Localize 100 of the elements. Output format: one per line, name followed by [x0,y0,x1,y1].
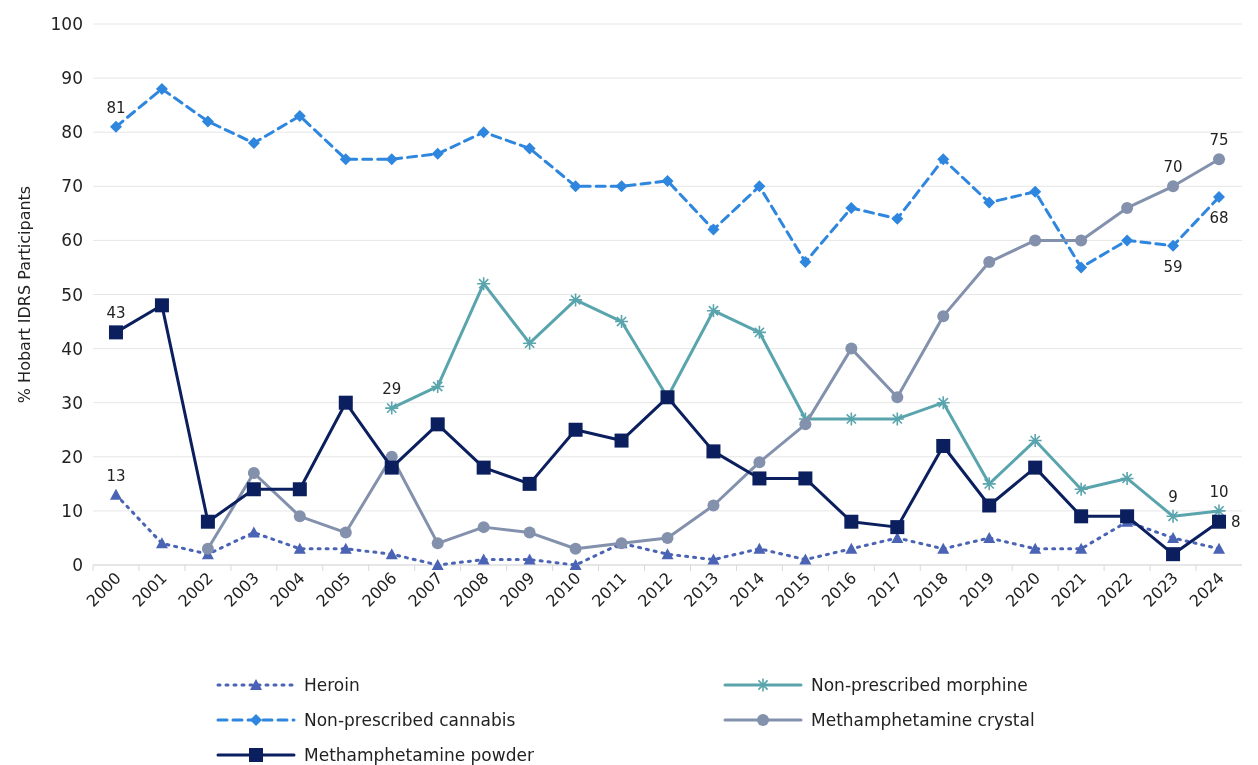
point [108,325,123,340]
point [431,147,444,160]
point [845,542,858,554]
point [385,401,399,415]
y-tick-label: 30 [61,392,83,413]
point [201,115,214,128]
data-label: 10 [1209,482,1229,501]
y-tick-label: 0 [72,555,83,575]
point [385,548,398,560]
point [522,476,537,491]
point [154,298,169,313]
y-tick-label: 80 [61,122,83,143]
point [1029,234,1042,247]
point [477,553,490,565]
point [430,417,445,432]
point [109,488,122,500]
data-label: 75 [1209,131,1229,150]
data-label: 81 [106,98,126,117]
point [983,256,996,269]
point [844,514,859,529]
point [200,514,215,529]
point [799,553,812,565]
point [845,201,858,214]
point [1213,153,1226,166]
point [247,526,260,538]
data-label: 9 [1168,488,1178,507]
point [661,174,674,187]
point [339,526,352,539]
point [155,82,168,95]
point [798,471,813,486]
point [937,153,950,166]
point [1074,482,1088,496]
point [799,418,812,431]
y-tick-label: 60 [61,230,83,251]
y-axis-title: % Hobart IDRS Participants [15,185,34,404]
y-tick-label: 40 [61,338,83,359]
point [385,153,398,166]
point [384,460,399,475]
point [799,256,812,269]
point [753,180,766,193]
y-tick-label: 70 [61,176,83,197]
point [753,542,766,554]
point [1213,542,1226,554]
point [1074,509,1089,524]
point [937,310,950,323]
point [1166,547,1181,562]
point [339,153,352,166]
point [523,553,536,565]
point [891,391,904,404]
point [568,422,583,437]
point [109,120,122,133]
point [201,542,214,555]
point [661,548,674,560]
point [292,482,307,497]
point [293,510,306,523]
point [983,196,996,209]
point [1213,191,1226,204]
point [983,531,996,543]
point [339,542,352,554]
point [937,542,950,554]
point [569,559,582,570]
point [890,520,905,535]
y-tick-label: 100 [50,14,83,34]
legend-label: Methamphetamine crystal [811,710,1035,730]
legend-label: Non-prescribed cannabis [304,710,516,730]
point [477,521,490,534]
point [477,126,490,139]
point [661,531,674,544]
point [476,460,491,475]
point [338,395,353,410]
point [1028,460,1043,475]
legend-label: Heroin [304,675,360,695]
point [753,456,766,469]
legend-label: Methamphetamine powder [304,745,534,765]
point [1075,261,1088,274]
y-tick-label: 10 [61,500,83,521]
point [1167,239,1180,252]
y-tick-label: 50 [61,284,83,305]
point [523,142,536,155]
data-label: 13 [106,466,126,485]
point [615,180,628,193]
point [936,396,950,410]
point [293,542,306,554]
point [247,137,260,150]
point [936,438,951,453]
point [891,212,904,225]
data-label: 70 [1163,158,1183,177]
point [1212,514,1227,529]
y-tick-label: 90 [61,68,83,89]
data-label: 59 [1163,257,1183,276]
point [1075,234,1088,247]
point [293,109,306,122]
point [1167,180,1180,193]
point [982,477,996,491]
point [523,526,536,539]
point [1121,234,1134,247]
point [246,482,261,497]
point [707,553,720,565]
point [1167,531,1180,543]
point [155,537,168,549]
